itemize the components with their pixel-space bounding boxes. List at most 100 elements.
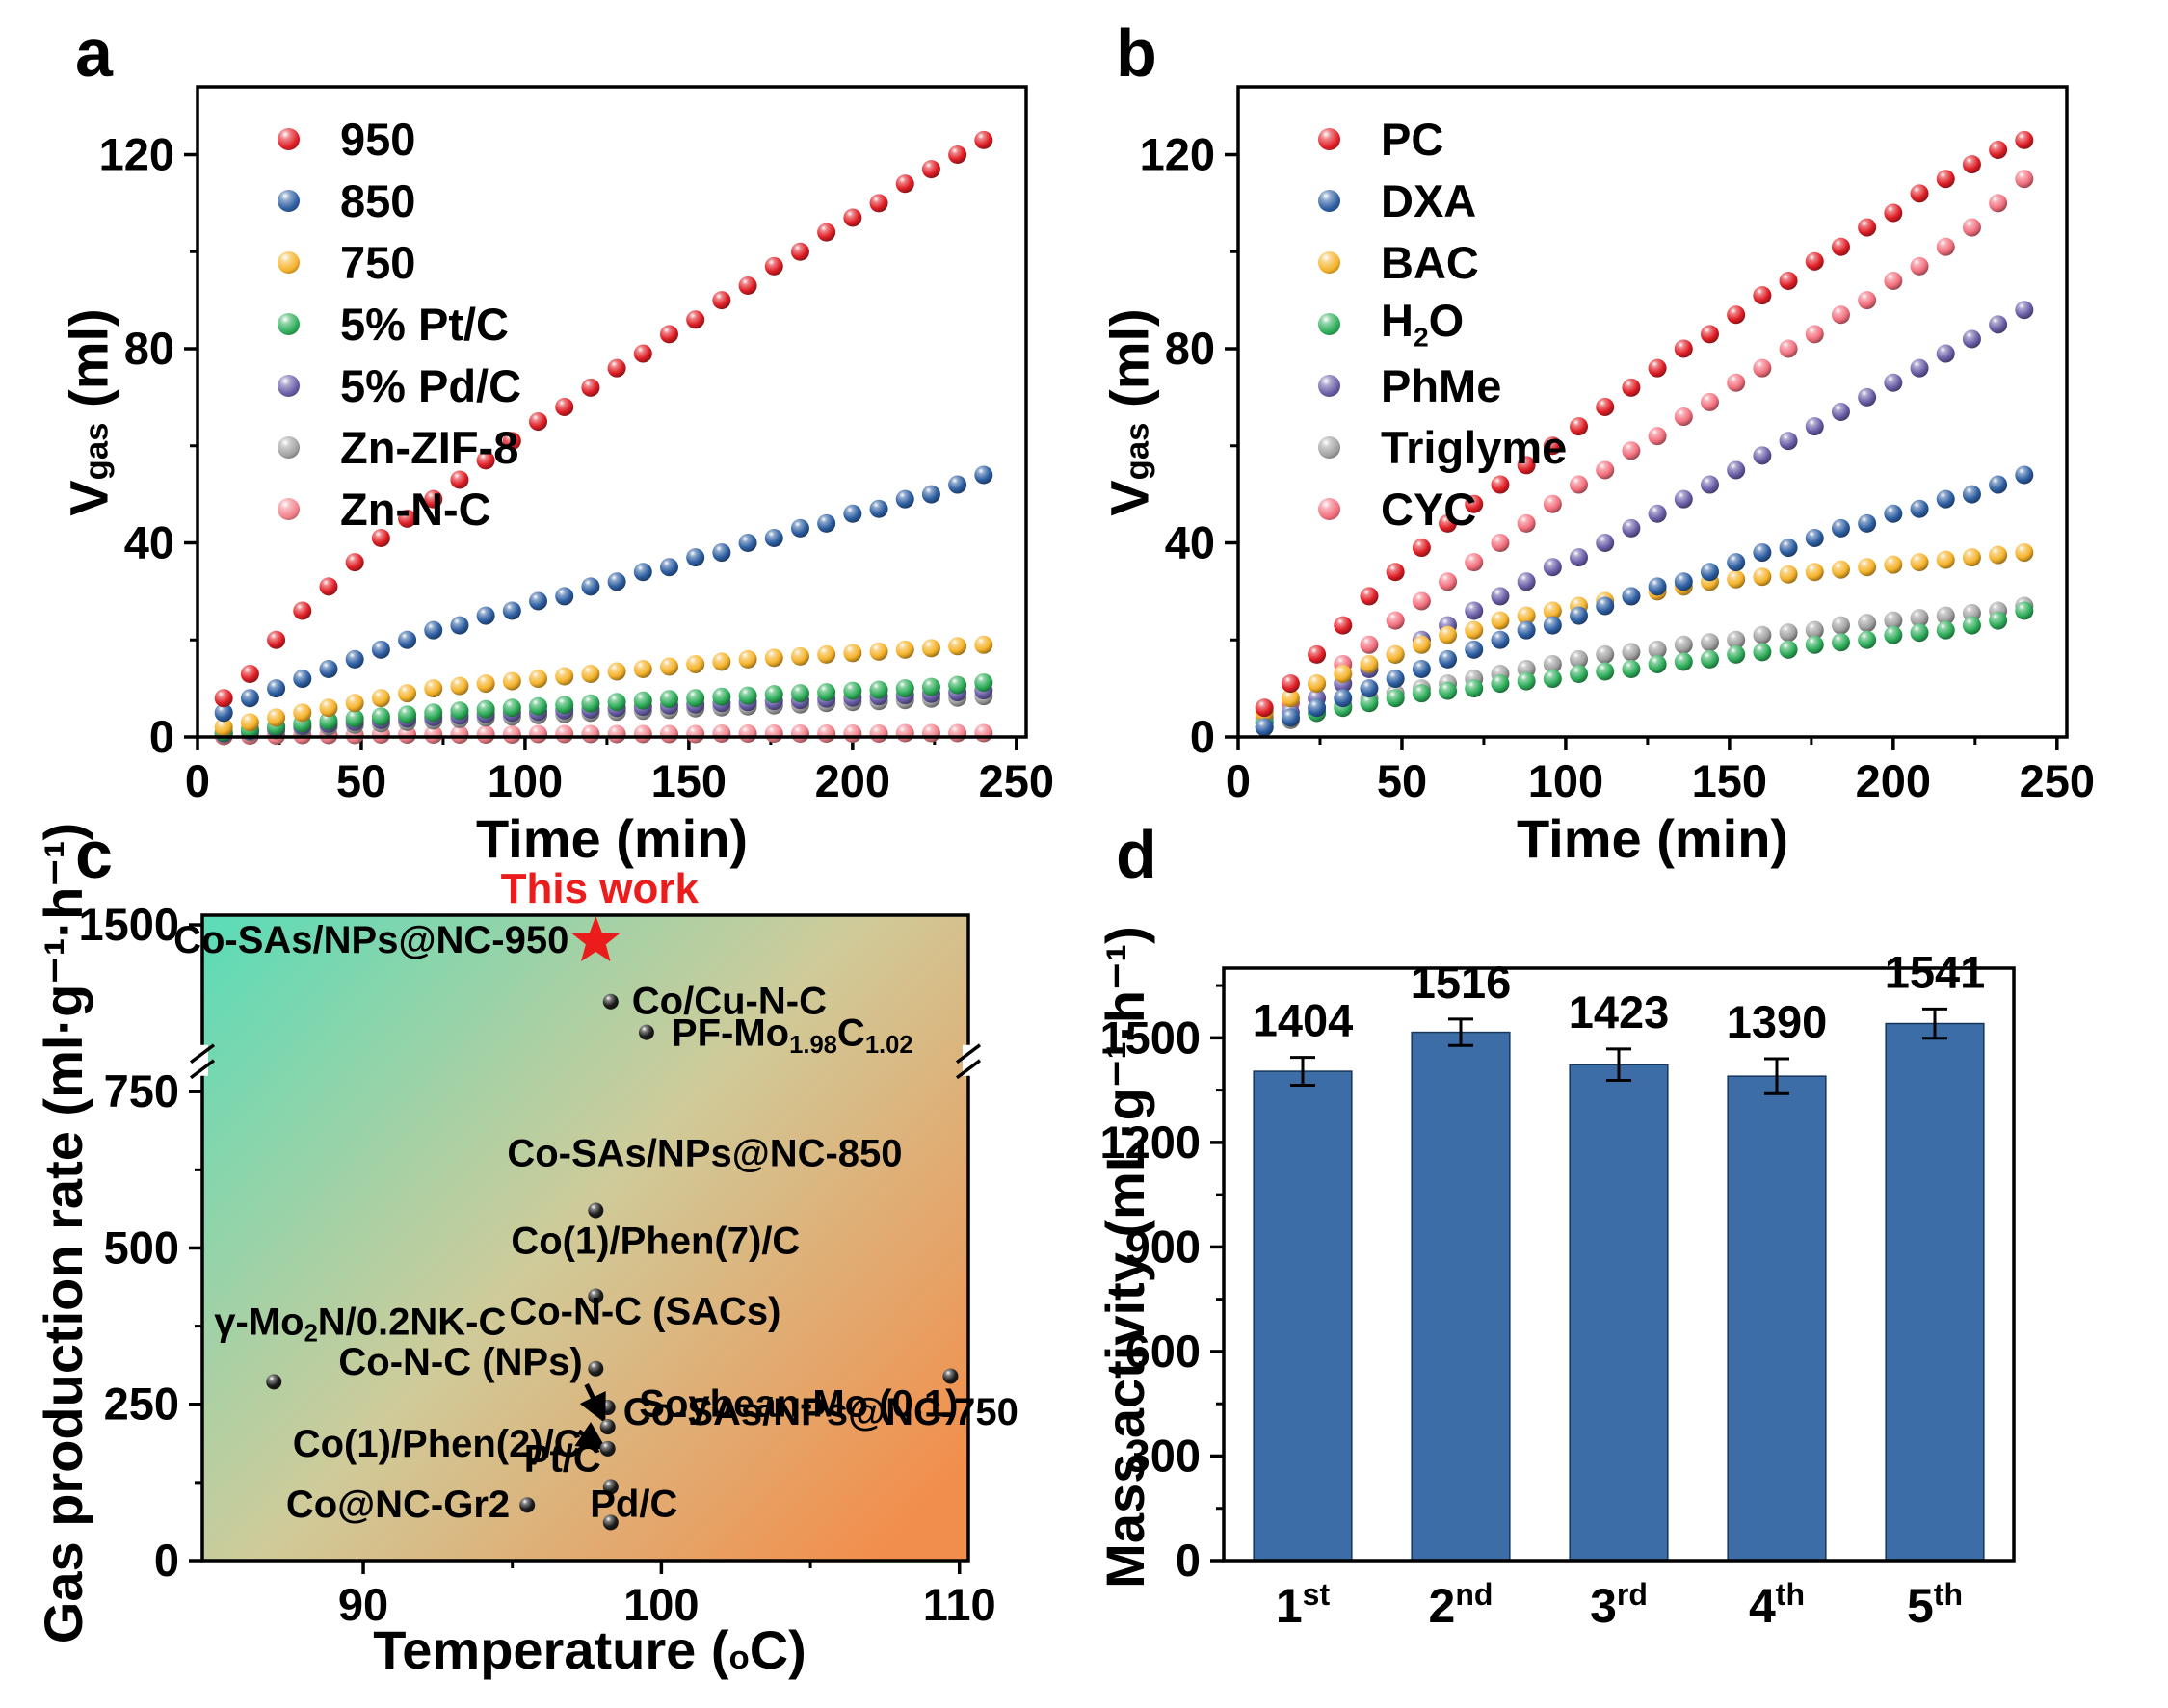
y-tick-label: 500 <box>104 1222 179 1273</box>
y-tick-label: 250 <box>104 1379 179 1430</box>
data-point <box>1412 539 1431 558</box>
x-tick-label: 0 <box>185 755 210 806</box>
data-point <box>1360 587 1379 606</box>
data-point <box>502 724 521 744</box>
data-point <box>712 723 731 743</box>
point-label: Pd/C <box>590 1483 677 1525</box>
data-point <box>1910 184 1929 203</box>
panel-d-yaxis-title: Mass activity (mL·g⁻¹·h⁻¹) <box>1095 926 1155 1589</box>
data-point <box>450 701 469 721</box>
data-point <box>1412 591 1431 611</box>
data-point <box>1727 630 1746 649</box>
data-point <box>1648 427 1667 446</box>
data-point <box>1779 432 1798 451</box>
point-label: Co(1)/Phen(2)/C <box>293 1423 582 1465</box>
data-point <box>2015 130 2034 149</box>
series-950 <box>214 130 993 708</box>
point-label: Co(1)/Phen(7)/C <box>511 1220 800 1262</box>
data-point <box>869 499 888 518</box>
y-tick-label: 120 <box>1140 129 1215 180</box>
data-point <box>1727 553 1746 572</box>
data-point <box>1700 325 1719 344</box>
legend-label: Zn-ZIF-8 <box>340 421 519 473</box>
panel-a-letter: a <box>75 15 113 91</box>
data-point <box>555 724 574 744</box>
data-point <box>1989 545 2008 565</box>
data-point <box>1439 681 1458 700</box>
data-point <box>319 659 338 678</box>
data-point <box>1622 659 1641 678</box>
point-label: Co-SAs/NPs@NC-950 <box>173 919 568 961</box>
data-point <box>371 528 390 547</box>
data-point <box>1517 513 1536 533</box>
data-point <box>1858 630 1877 649</box>
data-point <box>948 475 967 494</box>
axis-break-icon <box>189 1043 216 1064</box>
data-point <box>1491 674 1510 694</box>
data-point <box>371 640 390 659</box>
data-point <box>790 518 809 538</box>
data-point <box>529 670 548 689</box>
axis-break-icon <box>955 1043 982 1064</box>
data-point <box>599 1419 616 1435</box>
legend-item: CYC <box>1318 478 1567 539</box>
bar <box>1727 1075 1827 1562</box>
data-point <box>214 689 233 708</box>
data-point <box>529 696 548 716</box>
x-tick-label: 100 <box>623 1579 699 1630</box>
legend-marker-icon <box>1318 435 1340 459</box>
bar <box>1411 1031 1511 1562</box>
series-DXA <box>1255 465 2034 737</box>
data-point <box>738 723 757 743</box>
data-point <box>1805 563 1824 582</box>
data-point <box>686 689 705 708</box>
data-point <box>633 563 652 582</box>
plot-frame <box>200 913 970 1563</box>
point-label: Co-N-C (NPs) <box>338 1341 582 1383</box>
data-point <box>1622 643 1641 662</box>
bar-category-label: 5th <box>1907 1577 1963 1633</box>
data-point <box>2015 543 2034 563</box>
data-point <box>1543 436 1562 456</box>
y-tick-label: 600 <box>1125 1326 1201 1377</box>
panel-a-xaxis-title: Time (min) <box>475 808 749 869</box>
data-point <box>974 673 993 693</box>
data-point <box>1989 315 2008 334</box>
y-tick-label: 120 <box>99 129 174 180</box>
data-point <box>1884 625 1903 644</box>
data-point <box>293 670 312 689</box>
data-point <box>1753 358 1772 378</box>
data-point <box>1334 689 1353 708</box>
data-point <box>424 620 443 640</box>
x-tick-label: 150 <box>1692 755 1767 806</box>
data-point <box>659 558 678 577</box>
data-point <box>1727 460 1746 480</box>
data-point <box>659 657 678 676</box>
x-tick-label: 110 <box>923 1579 996 1630</box>
data-point <box>581 665 600 684</box>
data-point <box>686 310 705 329</box>
y-tick-label: 1500 <box>78 899 179 950</box>
legend-marker-icon <box>1318 374 1340 397</box>
data-point <box>607 693 626 712</box>
bar-value-label: 1423 <box>1569 986 1670 1038</box>
data-point <box>1386 689 1405 708</box>
data-point <box>502 432 521 451</box>
legend-marker-icon <box>278 189 300 212</box>
data-point <box>974 465 993 485</box>
data-point <box>974 635 993 654</box>
data-point <box>1936 344 1955 363</box>
data-point <box>1831 633 1850 652</box>
legend-marker-icon <box>278 312 300 335</box>
data-point <box>214 703 233 723</box>
data-point <box>345 553 364 572</box>
legend-label: BAC <box>1381 236 1479 288</box>
plot-frame <box>1222 966 2016 1563</box>
legend-item: DXA <box>1318 170 1567 231</box>
data-point <box>319 698 338 718</box>
bar-category-label: 1st <box>1276 1577 1331 1633</box>
legend-item: Zn-N-C <box>278 478 521 539</box>
legend-item: 850 <box>278 170 521 231</box>
legend-marker-icon <box>278 497 300 520</box>
data-point <box>1622 441 1641 460</box>
